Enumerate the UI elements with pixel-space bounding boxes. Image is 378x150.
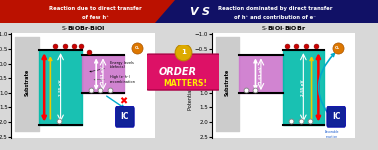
Title: S-$\bf{BiOI}$-$\bf{BiOBr}$: S-$\bf{BiOI}$-$\bf{BiOBr}$ xyxy=(261,24,306,32)
FancyBboxPatch shape xyxy=(116,106,134,127)
FancyBboxPatch shape xyxy=(146,54,221,90)
Text: IC: IC xyxy=(121,112,129,121)
Text: of h⁺ and contribution of e⁻: of h⁺ and contribution of e⁻ xyxy=(234,15,316,20)
Text: IC: IC xyxy=(332,112,341,121)
Text: V: V xyxy=(189,7,197,17)
Text: Substrate: Substrate xyxy=(225,69,230,96)
Text: 1.61 eV: 1.61 eV xyxy=(259,66,263,83)
Text: 1: 1 xyxy=(181,49,186,55)
Text: Substrate: Substrate xyxy=(25,69,29,96)
Text: 1.61 eV: 1.61 eV xyxy=(101,66,105,83)
Text: Favorable
reaction: Favorable reaction xyxy=(325,130,339,138)
Text: High (e⁻h⁺)
recombination: High (e⁻h⁺) recombination xyxy=(94,75,136,84)
Text: ORDER: ORDER xyxy=(159,67,197,77)
Text: O₂: O₂ xyxy=(135,46,140,50)
Text: MATTERS!: MATTERS! xyxy=(163,79,207,88)
Title: S-$\bf{BiOBr}$-$\bf{BiOI}$: S-$\bf{BiOBr}$-$\bf{BiOI}$ xyxy=(61,24,105,32)
Text: 2.55 eV: 2.55 eV xyxy=(301,79,305,96)
Polygon shape xyxy=(155,0,378,23)
Text: of few h⁺: of few h⁺ xyxy=(82,15,108,20)
Y-axis label: Potential vs NHE (V): Potential vs NHE (V) xyxy=(189,61,194,110)
Polygon shape xyxy=(0,0,215,23)
FancyBboxPatch shape xyxy=(327,106,345,127)
Text: 2.55 eV: 2.55 eV xyxy=(59,79,63,96)
Text: Reaction due to direct transfer: Reaction due to direct transfer xyxy=(49,6,141,11)
Text: ✖: ✖ xyxy=(119,97,128,106)
Text: O₂: O₂ xyxy=(335,46,340,50)
Text: Energy levels
(defects): Energy levels (defects) xyxy=(90,61,134,72)
Text: Reaction dominated by direct transfer: Reaction dominated by direct transfer xyxy=(218,6,332,11)
Text: S: S xyxy=(202,7,210,17)
